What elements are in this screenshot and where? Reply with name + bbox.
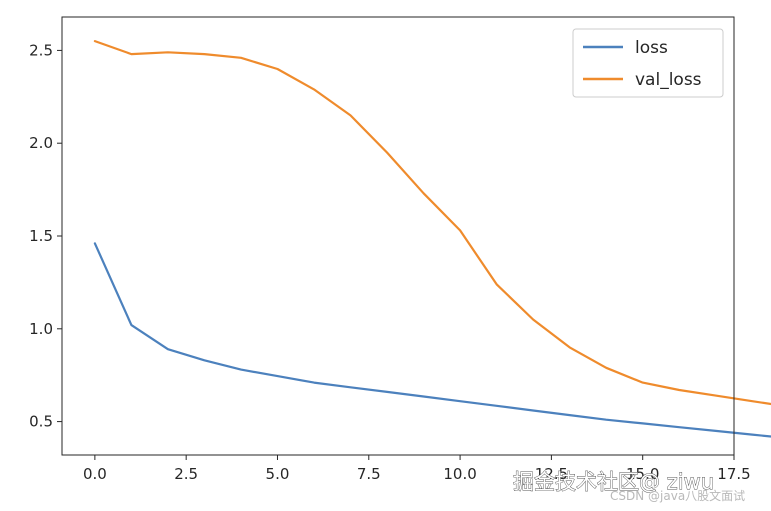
y-tick-label: 2.5 xyxy=(29,41,53,59)
x-tick-label: 10.0 xyxy=(443,465,476,483)
x-tick-label: 12.5 xyxy=(535,465,568,483)
x-tick-label: 2.5 xyxy=(174,465,198,483)
y-tick-label: 1.0 xyxy=(29,320,53,338)
x-tick-label: 7.5 xyxy=(357,465,381,483)
y-tick-label: 0.5 xyxy=(29,413,53,431)
series-line-loss xyxy=(93,242,771,438)
watermark-primary: 掘金技术社区@ ziwu xyxy=(513,470,714,494)
y-tick-label: 1.5 xyxy=(29,227,53,245)
legend: loss val_loss xyxy=(572,28,724,98)
x-tick-label: 17.5 xyxy=(717,465,750,483)
legend-label-loss: loss xyxy=(635,38,668,58)
x-tick-label: 0.0 xyxy=(83,465,107,483)
axis-ticks: 0.0 2.5 5.0 7.5 10.0 12.5 15.0 17.5 0.5 1.0 1.5 2.0… xyxy=(29,41,751,483)
legend-label-val-loss: val_loss xyxy=(635,70,702,90)
watermark-secondary: CSDN @java八股文面试 xyxy=(610,488,745,503)
series-line-val-loss xyxy=(93,39,771,406)
y-tick-label: 2.0 xyxy=(29,134,53,152)
x-tick-label: 5.0 xyxy=(266,465,290,483)
series-lines xyxy=(93,39,771,438)
plot-area-frame xyxy=(61,16,735,456)
x-tick-label: 15.0 xyxy=(626,465,659,483)
watermark: 掘金技术社区@ ziwu CSDN @java八股文面试 xyxy=(513,470,746,503)
